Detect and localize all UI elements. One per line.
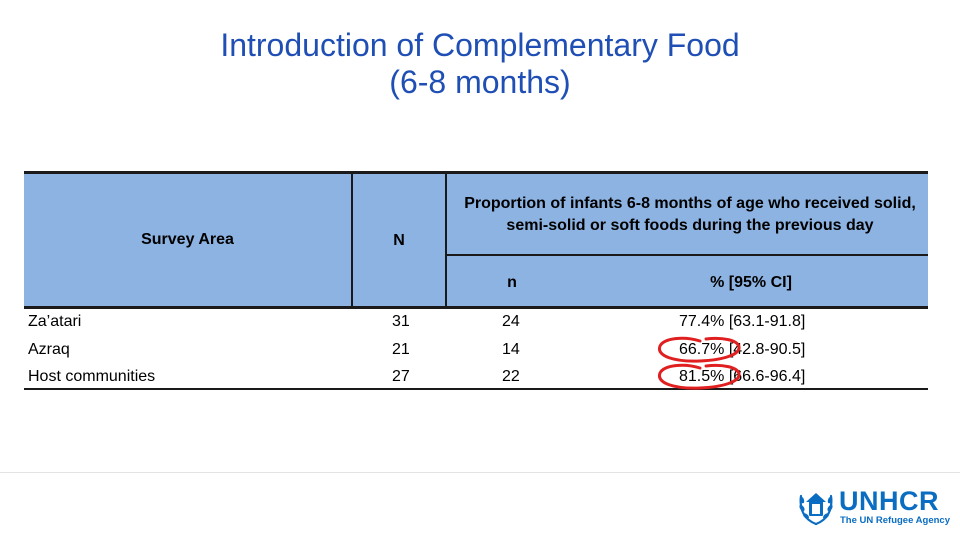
header-survey-area: Survey Area: [141, 231, 234, 248]
row-2-N: 21: [392, 341, 410, 358]
footer-divider: [0, 472, 960, 473]
unhcr-logo: UNHCR The UN Refugee Agency: [796, 486, 950, 528]
header-n-total: N: [393, 232, 405, 249]
row-2-area: Azraq: [28, 341, 70, 358]
row-2-n: 14: [502, 341, 520, 358]
page-title-line-1: Introduction of Complementary Food: [220, 27, 740, 63]
row-3-N: 27: [392, 368, 410, 385]
row-1-N: 31: [392, 313, 410, 330]
row-1-pct: 77.4% [63.1-91.8]: [679, 313, 806, 330]
row-3-pct: 81.5% [66.6-96.4]: [679, 368, 806, 385]
header-bottom-border: [24, 306, 928, 309]
row-1-n: 24: [502, 313, 520, 330]
unhcr-emblem-icon: [799, 493, 833, 526]
row-3-n: 22: [502, 368, 520, 385]
row-1-area: Za’atari: [28, 313, 82, 330]
table-top-border: [24, 171, 928, 174]
table-bottom-border: [24, 388, 928, 390]
logo-tagline: The UN Refugee Agency: [840, 515, 950, 526]
subheader-divider: [445, 254, 928, 256]
table-header-background: [24, 172, 928, 307]
header-divider-2: [445, 172, 447, 307]
header-divider-1: [351, 172, 353, 307]
logo-wordmark: UNHCR: [839, 486, 939, 516]
page-title: Introduction of Complementary Food (6-8 …: [0, 27, 960, 101]
header-n-sub: n: [507, 274, 517, 291]
header-percent-ci: % [95% CI]: [710, 274, 792, 291]
header-proportion: Proportion of infants 6-8 months of age …: [464, 195, 916, 234]
page-title-line-2: (6-8 months): [389, 64, 571, 100]
row-2-pct: 66.7% [42.8-90.5]: [679, 341, 806, 358]
row-3-area: Host communities: [28, 368, 156, 385]
